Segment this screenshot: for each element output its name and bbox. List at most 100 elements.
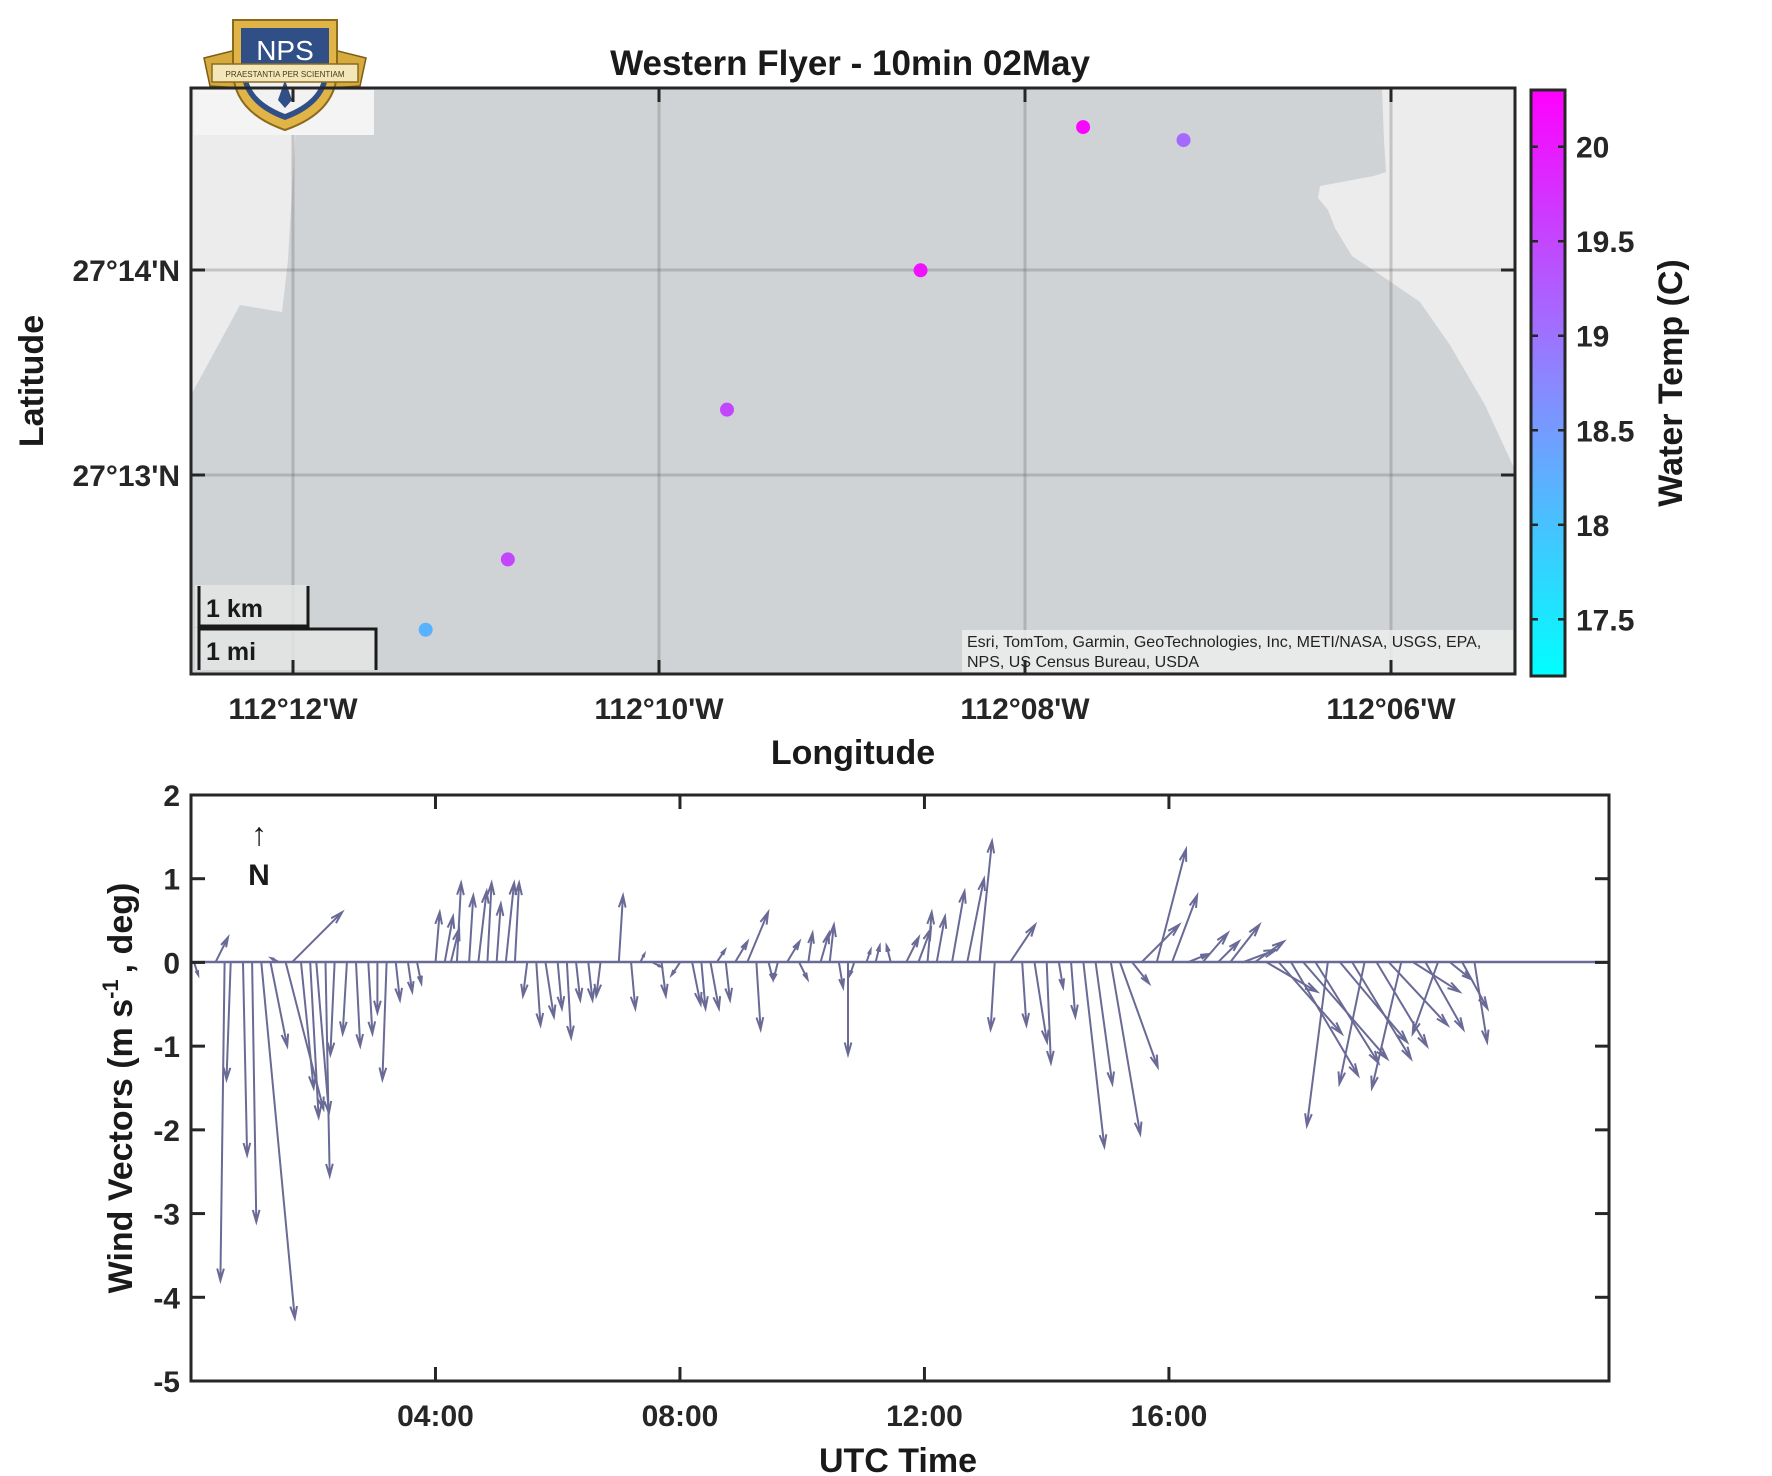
wind-vector xyxy=(406,962,415,996)
wind-ytick-label: 2 xyxy=(163,780,180,813)
wind-tick-marks xyxy=(191,793,1609,1383)
wind-vector xyxy=(819,929,830,963)
map-ytick-label: 27°13'N xyxy=(72,460,180,493)
wind-vector xyxy=(242,962,252,1159)
north-label: N xyxy=(248,859,270,892)
wind-vector xyxy=(669,961,681,979)
map-data-point xyxy=(1076,120,1091,135)
wind-vector xyxy=(468,891,477,963)
wind-ylabel-end: , deg) xyxy=(102,883,140,974)
colorbar-tick-label: 19 xyxy=(1576,321,1609,354)
wind-vector xyxy=(443,912,456,963)
wind-vector xyxy=(1290,961,1360,1079)
wind-ytick-label: -2 xyxy=(153,1115,180,1148)
wind-vector xyxy=(691,962,703,1008)
wind-vector xyxy=(269,962,290,1050)
wind-vector xyxy=(865,946,872,963)
map-attribution-box xyxy=(962,630,1513,672)
wind-vector xyxy=(309,962,323,1122)
wind-vector xyxy=(715,946,728,963)
wind-vector xyxy=(734,938,750,963)
wind-vector xyxy=(513,879,523,963)
wind-vector xyxy=(326,962,336,1059)
map-data-point xyxy=(913,263,928,278)
wind-vector xyxy=(926,908,935,963)
map-xlabel: Longitude xyxy=(771,734,935,772)
map-points xyxy=(418,120,1191,637)
wind-ylabel-main: Wind Vectors (m s xyxy=(102,999,140,1293)
colorbar-ticks xyxy=(1531,145,1565,621)
wind-vector xyxy=(935,912,948,963)
wind-vector xyxy=(556,962,566,1013)
nps-logo-motto: PRAESTANTIA PER SCIENTIAM xyxy=(226,70,345,79)
wind-vector xyxy=(291,909,345,964)
wind-vector xyxy=(416,962,423,988)
wind-vector xyxy=(986,962,996,1034)
wind-vector xyxy=(455,879,465,963)
wind-vector xyxy=(798,961,810,983)
wind-xtick-label: 04:00 xyxy=(397,1400,474,1433)
map-xtick-label: 112°12'W xyxy=(228,693,358,726)
wind-ylabel-superscript: -1 xyxy=(98,979,123,999)
map-xtick-label: 112°06'W xyxy=(1326,693,1456,726)
wind-xtick-label: 08:00 xyxy=(642,1400,719,1433)
nps-logo-text: NPS xyxy=(256,35,314,66)
map-water-area xyxy=(191,88,1515,674)
map-tick-marks xyxy=(191,88,1515,674)
wind-vector xyxy=(1094,962,1115,1088)
wind-vector xyxy=(1473,962,1490,1046)
wind-vector xyxy=(486,879,496,963)
map-scalebar: 1 km 1 mi xyxy=(195,585,378,670)
wind-axes-box xyxy=(189,793,1611,1383)
map-xtick-label: 112°08'W xyxy=(960,693,1090,726)
wind-vector xyxy=(300,962,317,1092)
wind-vector xyxy=(905,933,921,963)
wind-vector xyxy=(1155,845,1188,963)
map-data-point xyxy=(1176,133,1191,148)
wind-vector xyxy=(772,962,779,983)
wind-vectors xyxy=(193,837,1490,1322)
wind-ytick-label: -5 xyxy=(153,1366,180,1399)
wind-vector xyxy=(828,921,837,963)
wind-vector xyxy=(1109,962,1143,1138)
wind-vector xyxy=(1045,962,1055,1067)
wind-vector xyxy=(495,900,505,963)
colorbar-tick-label: 18 xyxy=(1576,510,1609,543)
colorbar-tick-label: 20 xyxy=(1576,132,1609,165)
map-ylabel: Latitude xyxy=(13,315,51,447)
colorbar-tick-label: 18.5 xyxy=(1576,415,1634,448)
scalebar-km-label: 1 km xyxy=(206,595,263,623)
wind-vector xyxy=(373,962,382,1017)
wind-vector xyxy=(786,938,802,963)
north-arrow: ↑ xyxy=(251,816,267,852)
colorbar: 20 19.5 19 18.5 18 17.5 Water Temp (C) xyxy=(1529,88,1690,678)
wind-vector xyxy=(1186,952,1212,964)
wind-vector xyxy=(394,962,403,1004)
wind-vector xyxy=(1278,961,1345,1037)
wind-vector xyxy=(848,962,856,979)
wind-vector xyxy=(617,891,627,963)
colorbar-tick-label: 19.5 xyxy=(1576,226,1634,259)
wind-vector xyxy=(1131,961,1152,987)
wind-vector xyxy=(660,962,669,1000)
wind-ytick-label: -1 xyxy=(153,1031,180,1064)
wind-xtick-label: 16:00 xyxy=(1131,1400,1208,1433)
wind-vector xyxy=(222,962,232,1084)
wind-panel: 04:00 08:00 12:00 16:00 2 1 0 -1 -2 -3 -… xyxy=(98,780,1611,1476)
map-gridlines xyxy=(191,88,1515,674)
wind-vector xyxy=(1057,962,1066,992)
wind-vector xyxy=(1119,962,1159,1071)
wind-vector xyxy=(767,962,774,983)
wind-vector xyxy=(586,962,596,1004)
map-panel: Western Flyer - 10min 02May 1 km 1 mi Es… xyxy=(13,19,1690,772)
wind-ytick-label: -3 xyxy=(153,1199,180,1232)
wind-vector xyxy=(214,934,230,963)
wind-vector xyxy=(535,962,545,1029)
wind-vector xyxy=(434,908,443,963)
wind-vector xyxy=(544,962,557,1021)
wind-vector xyxy=(193,962,200,979)
nps-logo: NPS PRAESTANTIA PER SCIENTIAM xyxy=(194,19,374,135)
wind-vector xyxy=(1424,961,1466,1033)
wind-vector xyxy=(260,962,298,1322)
